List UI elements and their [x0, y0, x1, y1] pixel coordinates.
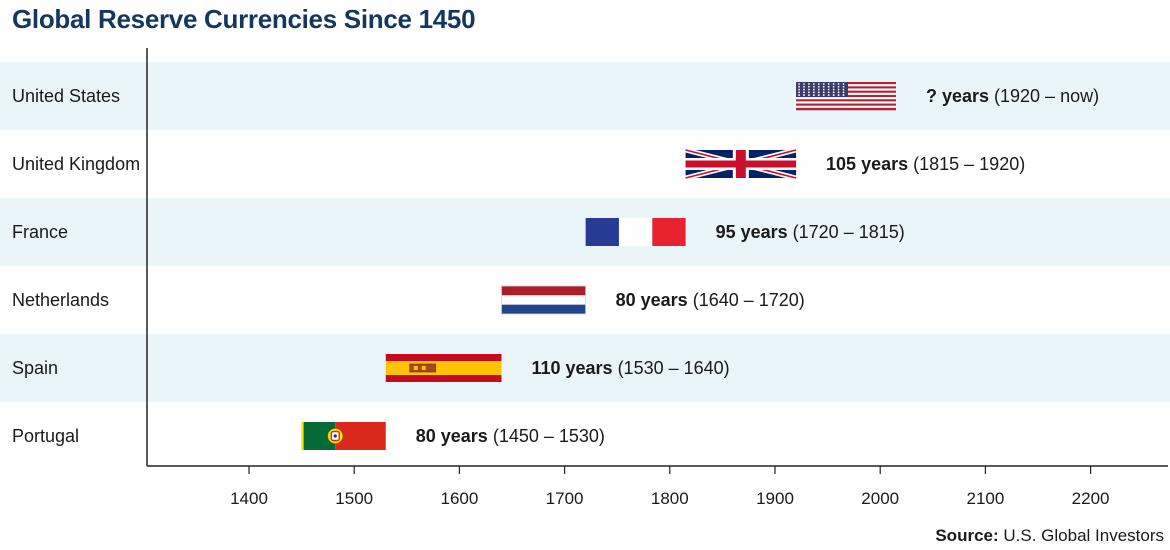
bar-data-label: 80 years (1640 – 1720) — [616, 290, 805, 310]
row-band — [0, 198, 1170, 266]
x-tick-label: 2000 — [861, 489, 899, 508]
portugal-flag-icon — [301, 422, 386, 450]
source-note: Source: U.S. Global Investors — [935, 526, 1164, 546]
uk-flag-icon — [684, 147, 797, 181]
bar-duration: ? years — [926, 86, 989, 106]
x-tick-label: 1700 — [546, 489, 584, 508]
spain-flag-icon — [385, 354, 502, 382]
x-tick-label: 1500 — [335, 489, 373, 508]
row-band — [0, 62, 1170, 130]
bar-range: (1450 – 1530) — [488, 426, 605, 446]
bar-data-label: 95 years (1720 – 1815) — [716, 222, 905, 242]
bar-range: (1720 – 1815) — [788, 222, 905, 242]
bar-data-label: 105 years (1815 – 1920) — [826, 154, 1025, 174]
category-label: Spain — [12, 358, 58, 378]
bar-range: (1640 – 1720) — [688, 290, 805, 310]
category-label: United States — [12, 86, 120, 106]
bar-duration: 80 years — [416, 426, 488, 446]
usa-flag-icon — [796, 82, 896, 111]
bar-duration: 105 years — [826, 154, 908, 174]
bar-usa: ? years (1920 – now) — [796, 82, 1099, 111]
bar-netherlands: 80 years (1640 – 1720) — [501, 285, 805, 315]
x-tick-label: 1900 — [756, 489, 794, 508]
bar-range: (1530 – 1640) — [613, 358, 730, 378]
bar-data-label: 110 years (1530 – 1640) — [531, 358, 729, 378]
bar-duration: 110 years — [531, 358, 612, 378]
bar-portugal: 80 years (1450 – 1530) — [301, 422, 605, 450]
bar-uk: 105 years (1815 – 1920) — [684, 147, 1025, 181]
x-tick-label: 1400 — [230, 489, 268, 508]
x-tick-label: 1600 — [440, 489, 478, 508]
france-flag-icon — [585, 218, 686, 246]
category-label: Netherlands — [12, 290, 109, 310]
source-text: U.S. Global Investors — [1003, 526, 1164, 545]
bar-data-label: ? years (1920 – now) — [926, 86, 1099, 106]
chart-title: Global Reserve Currencies Since 1450 — [12, 4, 476, 34]
x-tick-label: 1800 — [651, 489, 689, 508]
bar-data-label: 80 years (1450 – 1530) — [416, 426, 605, 446]
category-label: United Kingdom — [12, 154, 140, 174]
bar-duration: 95 years — [716, 222, 788, 242]
bar-range: (1815 – 1920) — [908, 154, 1025, 174]
x-tick-label: 2200 — [1072, 489, 1110, 508]
row-band — [0, 334, 1170, 402]
bar-duration: 80 years — [616, 290, 688, 310]
category-label: France — [12, 222, 68, 242]
category-label: Portugal — [12, 426, 79, 446]
x-tick-label: 2100 — [966, 489, 1004, 508]
bar-spain: 110 years (1530 – 1640) — [385, 354, 730, 382]
netherlands-flag-icon — [501, 285, 587, 315]
source-label: Source: — [935, 526, 999, 545]
bar-france: 95 years (1720 – 1815) — [585, 218, 905, 246]
bar-range: (1920 – now) — [989, 86, 1099, 106]
